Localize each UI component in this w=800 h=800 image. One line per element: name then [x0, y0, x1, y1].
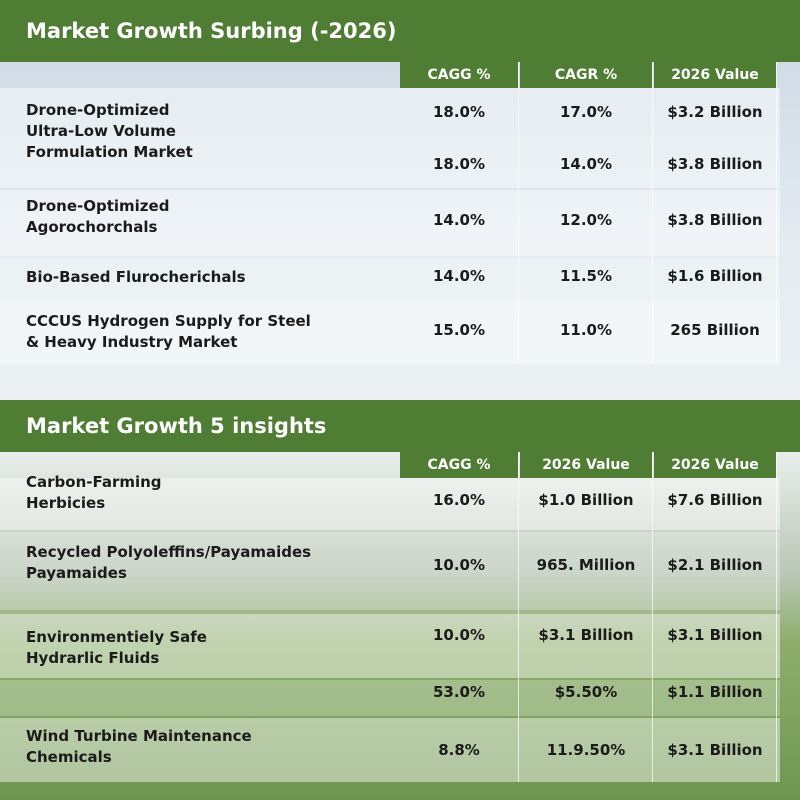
table-cell: $3.2 Billion [667, 103, 763, 121]
row-label: CCCUS Hydrogen Supply for Steel & Heavy I… [26, 311, 396, 353]
row-label: Drone-Optimized Ultra-Low Volume Formulati… [26, 100, 396, 163]
row-label-line: Formulation Market [26, 143, 193, 161]
row-label-line: Wind Turbine Maintenance [26, 727, 252, 745]
column-divider [652, 452, 653, 782]
row-label-line: Environmentiely Safe [26, 628, 207, 646]
column-header: CAGG % [400, 62, 518, 88]
table-cell: 16.0% [432, 491, 486, 509]
table-cell: $3.1 Billion [667, 626, 763, 644]
table-cell: 11.5% [559, 267, 613, 285]
row-label: Recycled Polyoleffins/Payamaides Payamaid… [26, 542, 396, 584]
table-cell: $3.8 Billion [667, 211, 763, 229]
table-cell: $5.50% [554, 683, 618, 701]
row-band [0, 680, 780, 716]
row-band [0, 532, 780, 610]
table-cell: 8.8% [438, 741, 480, 759]
row-label-line: Chemicals [26, 748, 112, 766]
column-header: CAGG % [400, 452, 518, 478]
column-header: 2026 Value [654, 452, 776, 478]
row-label-line: Carbon-Farming [26, 473, 162, 491]
column-divider [518, 62, 519, 364]
row-label-line: Ultra-Low Volume [26, 122, 176, 140]
row-band [0, 614, 780, 678]
row-label-line: & Heavy Industry Market [26, 333, 238, 351]
column-divider [652, 62, 653, 364]
row-band [0, 88, 780, 188]
column-header: 2026 Value [520, 452, 652, 478]
table-cell: $1.6 Billion [667, 267, 763, 285]
table-cell: 11.9.50% [546, 741, 626, 759]
row-label: Wind Turbine Maintenance Chemicals [26, 726, 396, 768]
row-label: Environmentiely Safe Hydrarlic Fluids [26, 627, 396, 669]
row-label-line: Agorochorchals [26, 218, 158, 236]
table-cell: 18.0% [432, 155, 486, 173]
row-label: Carbon-Farming Herbicies [26, 472, 396, 514]
table-cell: $3.1 Billion [667, 741, 763, 759]
table-cell: $3.1 Billion [538, 626, 634, 644]
table-cell: 10.0% [432, 556, 486, 574]
row-band [0, 718, 780, 782]
table-cell: 53.0% [432, 683, 486, 701]
row-label: Drone-Optimized Agorochorchals [26, 196, 396, 238]
column-divider [518, 452, 519, 782]
table-cell: 10.0% [432, 626, 486, 644]
table-cell: $3.8 Billion [667, 155, 763, 173]
row-label-line: Hydrarlic Fluids [26, 649, 160, 667]
table-cell: 14.0% [559, 155, 613, 173]
row-band [0, 258, 780, 300]
table-cell: 14.0% [432, 267, 486, 285]
table-cell: 14.0% [432, 211, 486, 229]
row-label-line: Recycled Polyoleffins/Payamaides [26, 543, 312, 561]
column-header: 2026 Value [654, 62, 776, 88]
table-cell: 12.0% [559, 211, 613, 229]
table-cell: 18.0% [432, 103, 486, 121]
row-band [0, 478, 780, 530]
table-cell: $1.0 Billion [538, 491, 634, 509]
row-label-line: Payamaides [26, 564, 127, 582]
row-label-line: Bio-Based Flurocherichals [26, 268, 246, 286]
column-divider [776, 62, 777, 364]
table-cell: $2.1 Billion [667, 556, 763, 574]
row-band [0, 190, 780, 256]
column-divider [776, 452, 777, 782]
table-cell: 15.0% [432, 321, 486, 339]
column-header: CAGR % [520, 62, 652, 88]
section-title: Market Growth 5 insights [0, 400, 800, 452]
row-label-line: Drone-Optimized [26, 197, 170, 215]
section-title: Market Growth Surbing (-2026) [0, 0, 800, 62]
row-label: Bio-Based Flurocherichals [26, 267, 396, 288]
row-label-line: CCCUS Hydrogen Supply for Steel [26, 312, 311, 330]
table-cell: 265 Billion [670, 321, 760, 339]
row-band [0, 300, 780, 364]
table-cell: 17.0% [559, 103, 613, 121]
row-label-line: Herbicies [26, 494, 106, 512]
row-label-line: Drone-Optimized [26, 101, 170, 119]
table-cell: 965. Million [536, 556, 636, 574]
table-cell: $1.1 Billion [667, 683, 763, 701]
table-cell: $7.6 Billion [667, 491, 763, 509]
table-cell: 11.0% [559, 321, 613, 339]
